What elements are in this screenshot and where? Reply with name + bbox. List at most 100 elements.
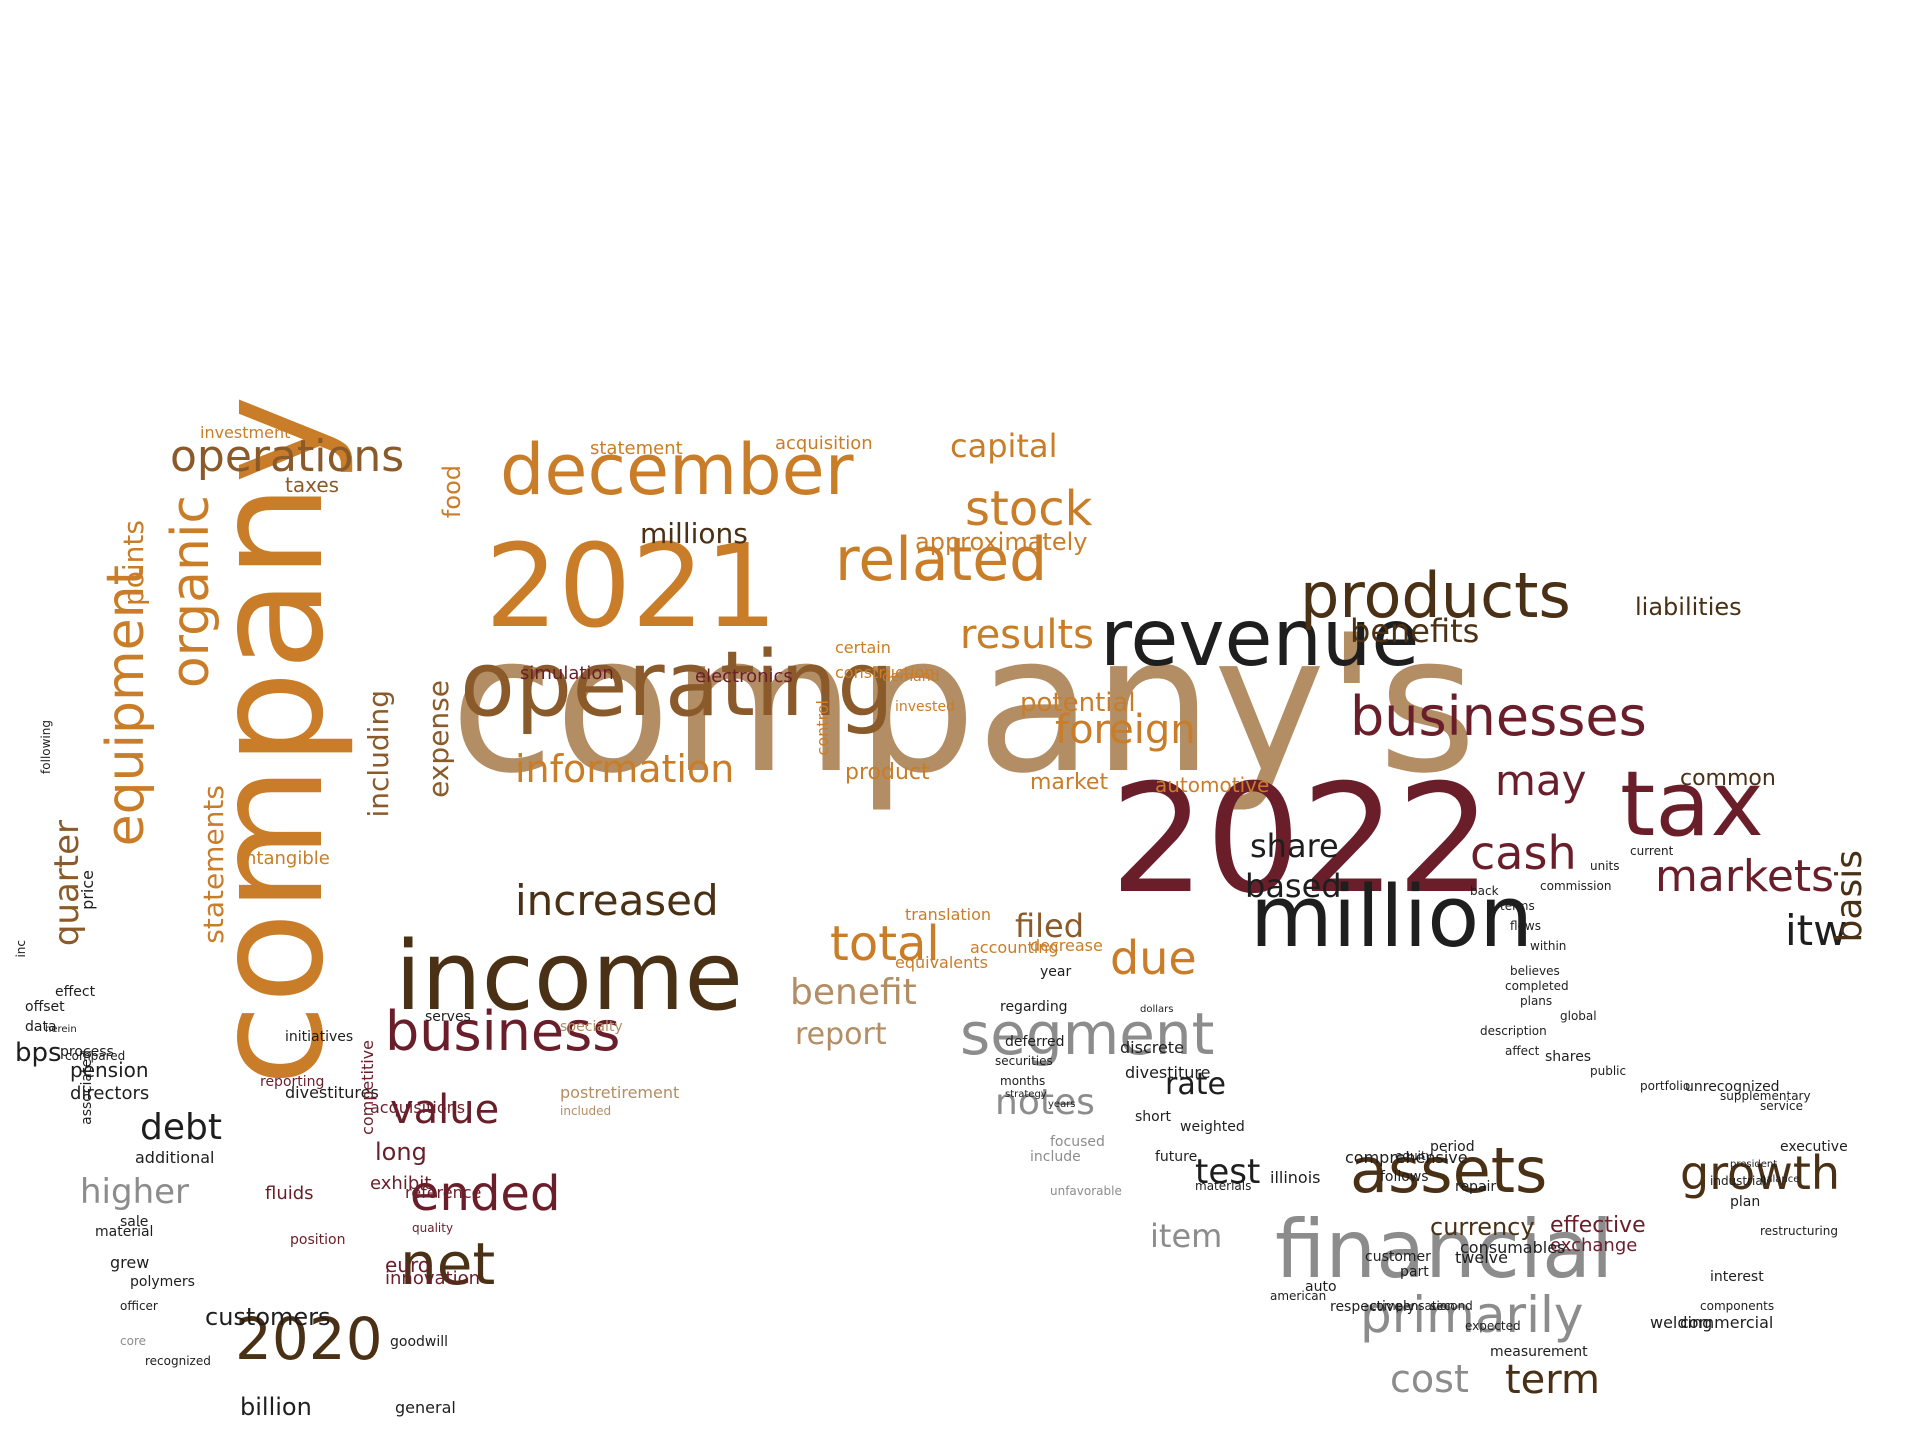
word-certain: certain	[835, 638, 891, 657]
word-years: years	[1048, 1099, 1076, 1110]
word-product: product	[845, 760, 930, 785]
word-report: report	[795, 1017, 887, 1052]
word-itw: itw	[1785, 906, 1848, 955]
word-segment: segment	[960, 1000, 1215, 1068]
word-fluids: fluids	[265, 1183, 314, 1204]
word-equivalents: equivalents	[895, 953, 988, 972]
word-data: data	[25, 1019, 57, 1035]
word-terms: terms	[1500, 899, 1535, 913]
word-benefit: benefit	[790, 972, 917, 1013]
word-decrease: decrease	[1030, 936, 1103, 955]
word-discrete: discrete	[1120, 1038, 1184, 1057]
word-focused: focused	[1050, 1134, 1105, 1150]
word-value: value	[390, 1087, 500, 1133]
word-completed: completed	[1505, 979, 1569, 993]
word-related: related	[835, 525, 1048, 595]
word-price: price	[78, 870, 97, 910]
word-primarily: primarily	[1360, 1286, 1584, 1344]
word-consumables: consumables	[1460, 1238, 1566, 1257]
word-service: service	[1760, 1099, 1803, 1113]
word-twelve: twelve	[1455, 1248, 1508, 1267]
word-global: global	[1560, 1009, 1597, 1023]
word-december: december	[500, 429, 854, 511]
word-unfavorable: unfavorable	[1050, 1184, 1122, 1198]
word-american: american	[1270, 1289, 1327, 1303]
word-unrecognized: unrecognized	[1685, 1079, 1780, 1095]
word-compensation: compensation	[1370, 1299, 1455, 1313]
word-second: second	[1430, 1299, 1473, 1313]
word-quality: quality	[412, 1221, 454, 1235]
word-test: test	[1195, 1152, 1261, 1192]
word-measurement: measurement	[1490, 1344, 1588, 1360]
word-billion: billion	[240, 1393, 312, 1421]
word-regarding: regarding	[1000, 999, 1068, 1015]
word-operations: operations	[170, 431, 405, 482]
word-including: including	[362, 690, 395, 818]
word-materials: materials	[1195, 1179, 1252, 1193]
word-auto: auto	[1305, 1279, 1337, 1295]
word-within: within	[1530, 939, 1567, 953]
word-year: year	[1040, 964, 1072, 980]
word-equipment: equipment	[96, 565, 156, 847]
word-electronics: electronics	[695, 666, 793, 687]
word-flows: flows	[1510, 919, 1541, 933]
word-inc: inc	[14, 940, 28, 958]
word-serves: serves	[425, 1009, 471, 1025]
word-liabilities: liabilities	[1635, 593, 1742, 621]
word-officer: officer	[120, 1299, 158, 1313]
word-notes: notes	[995, 1082, 1095, 1123]
word-taxes: taxes	[285, 473, 340, 497]
word-basis: basis	[1829, 850, 1870, 943]
word-future: future	[1155, 1149, 1198, 1165]
word-restructuring: restructuring	[1760, 1224, 1838, 1238]
word-revenue: revenue	[1100, 594, 1420, 684]
word-deferred: deferred	[1005, 1034, 1065, 1050]
word-2020: 2020	[235, 1305, 383, 1373]
word-included: included	[560, 1104, 612, 1118]
word-initiatives: initiatives	[285, 1029, 354, 1045]
word-include: include	[1030, 1149, 1081, 1165]
word-currency: currency	[1430, 1213, 1535, 1241]
word-commission: commission	[1540, 879, 1612, 893]
word-portfolio: portfolio	[1640, 1079, 1691, 1093]
word-ended: ended	[410, 1166, 561, 1222]
word-debt: debt	[140, 1107, 222, 1148]
word-welding: welding	[1650, 1313, 1713, 1332]
word-markets: markets	[1655, 851, 1835, 902]
word-description: description	[1480, 1024, 1547, 1038]
word-effect: effect	[55, 984, 96, 1000]
word-offset: offset	[25, 999, 65, 1015]
word-period: period	[1430, 1139, 1475, 1155]
word-compared: compared	[65, 1049, 126, 1063]
word-translation: translation	[905, 905, 992, 924]
word-stock: stock	[965, 481, 1093, 537]
word-months: months	[1000, 1074, 1046, 1088]
word-million: million	[1250, 868, 1534, 967]
word-may: may	[1495, 756, 1587, 805]
word-millions: millions	[640, 517, 748, 550]
word-rate: rate	[1165, 1067, 1226, 1102]
word-strategy: strategy	[1005, 1089, 1047, 1100]
word-following: following	[39, 720, 53, 774]
word-market: market	[1030, 770, 1109, 795]
word-potential: potential	[1020, 688, 1136, 718]
word-executive: executive	[1780, 1139, 1848, 1155]
word-comprehensive: comprehensive	[1345, 1148, 1468, 1167]
word-income: income	[395, 922, 743, 1032]
word-affect: affect	[1505, 1044, 1540, 1058]
word-supplementary: supplementary	[1720, 1089, 1811, 1103]
word-general: general	[395, 1398, 456, 1417]
word-customer: customer	[1365, 1249, 1431, 1265]
word-back: back	[1470, 884, 1499, 898]
word-equity: equity	[1395, 1149, 1433, 1163]
word-securities: securities	[995, 1054, 1053, 1068]
word-part: part	[1400, 1264, 1429, 1280]
word-tax: tax	[1620, 752, 1764, 857]
word-commercial: commercial	[1680, 1313, 1774, 1332]
word-due: due	[1110, 931, 1197, 985]
word-item: item	[1150, 1217, 1223, 1255]
word-automotive: automotive	[1155, 773, 1270, 797]
word-benefits: benefits	[1350, 612, 1480, 650]
word-sale: sale	[120, 1214, 149, 1230]
word-common: common	[1680, 766, 1776, 791]
